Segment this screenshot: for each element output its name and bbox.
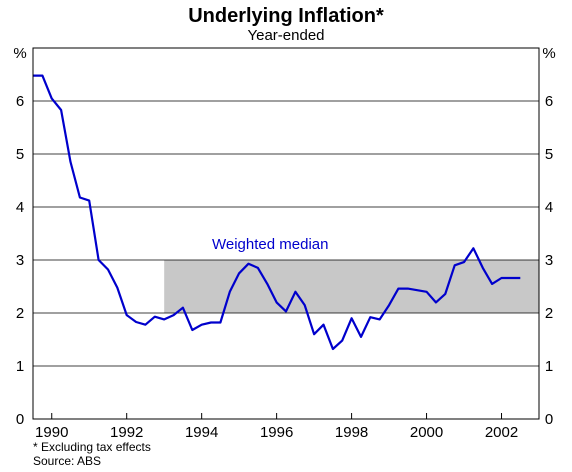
y-tick-label-left: 3: [16, 252, 24, 269]
gridlines: [33, 100, 539, 367]
x-tick-label: 2000: [410, 424, 443, 441]
y-unit-left: %: [13, 45, 26, 62]
source-note: Source: ABS: [33, 454, 101, 468]
x-tick-label: 1990: [35, 424, 68, 441]
y-tick-label-left: 0: [16, 411, 24, 428]
series-annotation: Weighted median: [212, 236, 328, 253]
y-tick-label-right: 4: [545, 199, 553, 216]
x-axis-ticks: 1990 1992 1994 1996 1998 2000 2002: [35, 413, 518, 441]
chart-title: Underlying Inflation*: [188, 5, 384, 27]
y-tick-label-right: 3: [545, 252, 553, 269]
y-tick-label-right: 1: [545, 358, 553, 375]
y-tick-label-right: 2: [545, 305, 553, 322]
y-tick-label-right: 5: [545, 146, 553, 163]
y-tick-label-left: 6: [16, 93, 24, 110]
x-tick-label: 1994: [185, 424, 218, 441]
footnote: * Excluding tax effects: [33, 440, 151, 454]
y-tick-label-right: 0: [545, 411, 553, 428]
y-tick-label-left: 2: [16, 305, 24, 322]
y-tick-label-left: 5: [16, 146, 24, 163]
y-tick-label-left: 4: [16, 199, 24, 216]
y-tick-label-left: 1: [16, 358, 24, 375]
y-axis-ticks: 0 0 1 1 2 2 3 3 4 4 5 5 6 6: [16, 93, 553, 428]
x-tick-label: 1996: [260, 424, 293, 441]
chart-subtitle: Year-ended: [247, 27, 324, 44]
x-tick-label: 1992: [110, 424, 143, 441]
weighted-median-line: [33, 74, 521, 351]
x-tick-label: 1998: [335, 424, 368, 441]
x-tick-label: 2002: [485, 424, 518, 441]
y-unit-right: %: [542, 45, 555, 62]
plot-frame: [32, 47, 540, 420]
y-tick-label-right: 6: [545, 93, 553, 110]
